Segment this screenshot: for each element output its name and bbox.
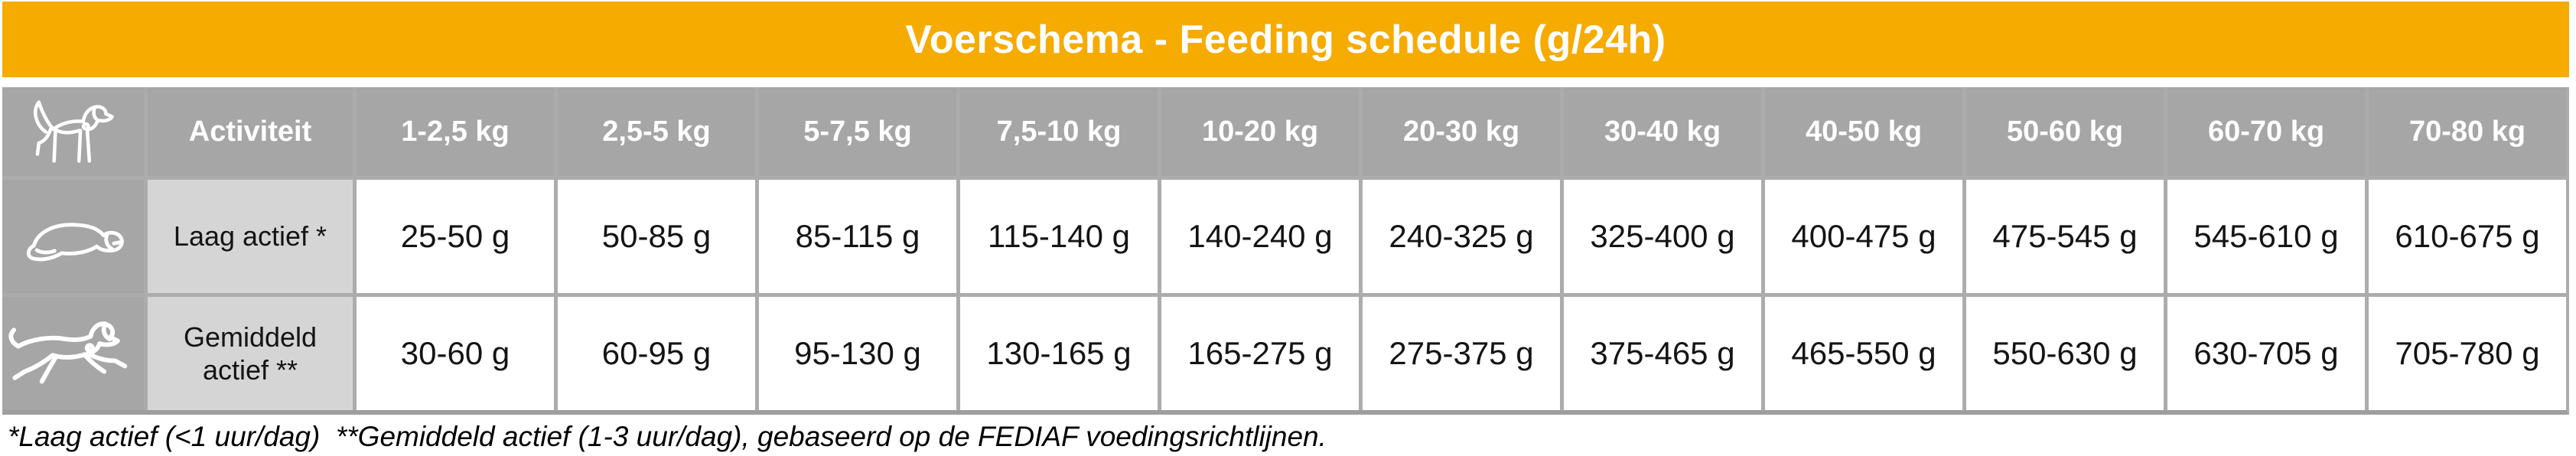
title-bar: Voerschema - Feeding schedule (g/24h) bbox=[2, 2, 2569, 77]
weight-column-header: 1-2,5 kg bbox=[357, 87, 554, 176]
lying-dog-icon bbox=[26, 223, 124, 262]
weight-column-header: 20-30 kg bbox=[1363, 87, 1560, 176]
feeding-amount-cell: 240-325 g bbox=[1363, 180, 1560, 293]
feeding-amount-cell: 465-550 g bbox=[1765, 297, 1962, 410]
feeding-amount-cell: 545-610 g bbox=[2167, 180, 2365, 293]
corner-icon-cell bbox=[2, 87, 144, 176]
weight-column-header: 70-80 kg bbox=[2369, 87, 2566, 176]
feeding-amount-cell: 60-95 g bbox=[558, 297, 755, 410]
weight-column-header: 60-70 kg bbox=[2167, 87, 2365, 176]
feeding-amount-cell: 95-130 g bbox=[759, 297, 956, 410]
feeding-amount-cell: 275-375 g bbox=[1363, 297, 1560, 410]
row-icon-cell bbox=[2, 180, 144, 293]
row-icon-cell bbox=[2, 297, 144, 410]
weight-column-header: 7,5-10 kg bbox=[960, 87, 1158, 176]
weight-column-header: 50-60 kg bbox=[1966, 87, 2164, 176]
weight-column-header: 40-50 kg bbox=[1765, 87, 1962, 176]
feeding-table: Activiteit 1-2,5 kg 2,5-5 kg 5-7,5 kg 7,5-10… bbox=[2, 87, 2569, 415]
activity-row-label: Laag actief * bbox=[148, 180, 353, 293]
feeding-amount-cell: 325-400 g bbox=[1564, 180, 1761, 293]
page-title: Voerschema - Feeding schedule (g/24h) bbox=[905, 17, 1666, 62]
feeding-amount-cell: 550-630 g bbox=[1966, 297, 2164, 410]
feeding-amount-cell: 85-115 g bbox=[759, 180, 956, 293]
feeding-amount-cell: 610-675 g bbox=[2369, 180, 2566, 293]
feeding-amount-cell: 475-545 g bbox=[1966, 180, 2164, 293]
weight-column-header: 30-40 kg bbox=[1564, 87, 1761, 176]
feeding-amount-cell: 130-165 g bbox=[960, 297, 1158, 410]
feeding-amount-cell: 115-140 g bbox=[960, 180, 1158, 293]
activity-row-label: Gemiddeld actief ** bbox=[148, 297, 353, 410]
feeding-amount-cell: 50-85 g bbox=[558, 180, 755, 293]
feeding-amount-cell: 630-705 g bbox=[2167, 297, 2365, 410]
footnote: *Laag actief (<1 uur/dag) **Gemiddeld ac… bbox=[8, 421, 1327, 452]
activity-column-header: Activiteit bbox=[148, 87, 353, 176]
feeding-amount-cell: 705-780 g bbox=[2369, 297, 2566, 410]
standing-dog-icon bbox=[33, 100, 114, 163]
weight-column-header: 2,5-5 kg bbox=[558, 87, 755, 176]
weight-column-header: 10-20 kg bbox=[1161, 87, 1359, 176]
feeding-amount-cell: 375-465 g bbox=[1564, 297, 1761, 410]
feeding-amount-cell: 25-50 g bbox=[357, 180, 554, 293]
running-dog-icon bbox=[8, 321, 127, 384]
feeding-amount-cell: 165-275 g bbox=[1161, 297, 1359, 410]
feeding-amount-cell: 140-240 g bbox=[1161, 180, 1359, 293]
feeding-amount-cell: 400-475 g bbox=[1765, 180, 1962, 293]
feeding-amount-cell: 30-60 g bbox=[357, 297, 554, 410]
weight-column-header: 5-7,5 kg bbox=[759, 87, 956, 176]
